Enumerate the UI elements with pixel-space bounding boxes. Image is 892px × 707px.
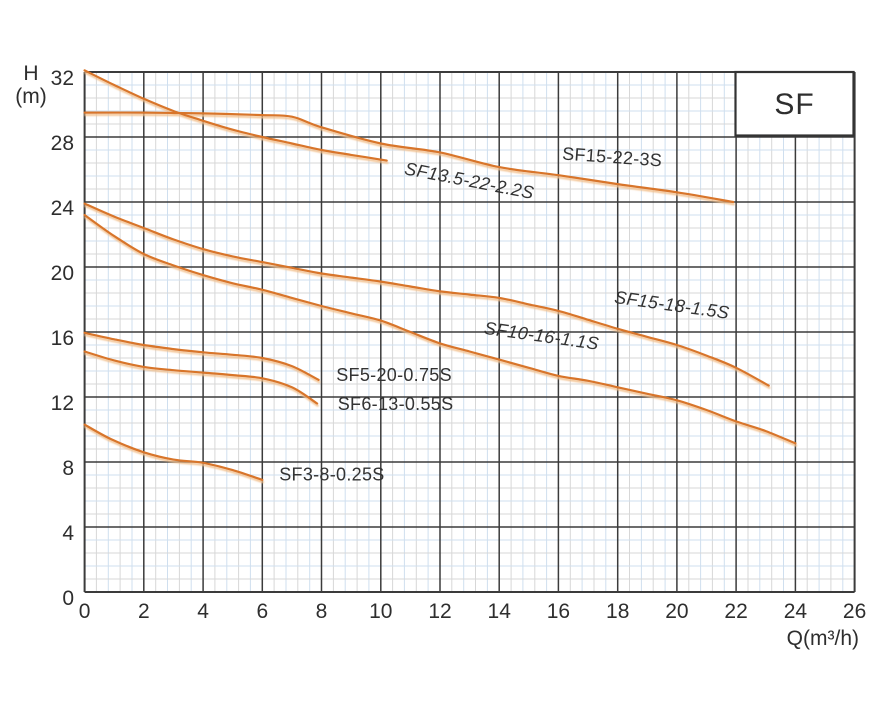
y-tick-label: 32 bbox=[51, 67, 74, 90]
x-tick-label: 0 bbox=[79, 600, 91, 623]
y-tick-label: 16 bbox=[51, 327, 74, 350]
curve-SF15-18-1.5S bbox=[83, 202, 770, 387]
x-tick-label: 22 bbox=[724, 600, 747, 623]
series-family-box-border bbox=[734, 70, 855, 137]
x-tick-label: 20 bbox=[665, 600, 688, 623]
series-family-label: SF bbox=[774, 88, 814, 121]
x-tick-label: 24 bbox=[784, 600, 808, 623]
curve-label-SF15-22-3S: SF15-22-3S bbox=[562, 144, 663, 171]
x-tick-label: 4 bbox=[197, 600, 209, 623]
curve-SF15-22-3S bbox=[83, 111, 735, 204]
grid bbox=[83, 71, 856, 593]
y-tick-label: 8 bbox=[62, 457, 74, 480]
curve-label-SF13.5-22-2.2S: SF13.5-22-2.2S bbox=[403, 158, 536, 203]
series-family-box: SF bbox=[734, 70, 855, 137]
curve-label-SF3-8-0.25S: SF3-8-0.25S bbox=[279, 465, 384, 485]
x-tick-label: 16 bbox=[547, 600, 570, 623]
curve-SF3-8-0.25S bbox=[83, 423, 264, 481]
curve-SF10-16-1.1S bbox=[83, 213, 797, 445]
curve-SF5-20-0.75S bbox=[83, 331, 320, 381]
x-tick-label: 18 bbox=[606, 600, 629, 623]
curve-label-SF10-16-1.1S: SF10-16-1.1S bbox=[483, 318, 600, 354]
y-tick-label: 4 bbox=[62, 522, 74, 545]
x-axis-title: Q(m³/h) bbox=[787, 627, 859, 650]
x-tick-label: 14 bbox=[488, 600, 512, 623]
x-tick-label: 26 bbox=[843, 600, 866, 623]
y-tick-label: 12 bbox=[51, 392, 74, 415]
x-tick-label: 6 bbox=[256, 600, 268, 623]
y-tick-label: 20 bbox=[51, 262, 74, 285]
curve-labels: SF13.5-22-2.2S SF15-22-3S SF15-18-1.5S SF10… bbox=[279, 144, 730, 485]
x-tick-label: 10 bbox=[369, 600, 392, 623]
performance-curves bbox=[83, 69, 797, 481]
y-tick-label: 0 bbox=[62, 587, 74, 610]
y-axis-title: H bbox=[23, 62, 38, 85]
y-tick-label: 24 bbox=[51, 197, 75, 220]
y-tick-label: 28 bbox=[51, 132, 74, 155]
curve-label-SF5-20-0.75S: SF5-20-0.75S bbox=[336, 365, 452, 385]
curve-SF13.5-22-2.2S bbox=[83, 69, 388, 162]
curve-SF6-13-0.55S bbox=[83, 350, 319, 405]
y-axis-unit: (m) bbox=[15, 85, 46, 108]
curve-label-SF15-18-1.5S: SF15-18-1.5S bbox=[613, 287, 730, 323]
x-tick-label: 8 bbox=[316, 600, 328, 623]
x-tick-label: 12 bbox=[428, 600, 451, 623]
curve-label-SF6-13-0.55S: SF6-13-0.55S bbox=[338, 394, 454, 414]
x-tick-label: 2 bbox=[138, 600, 150, 623]
